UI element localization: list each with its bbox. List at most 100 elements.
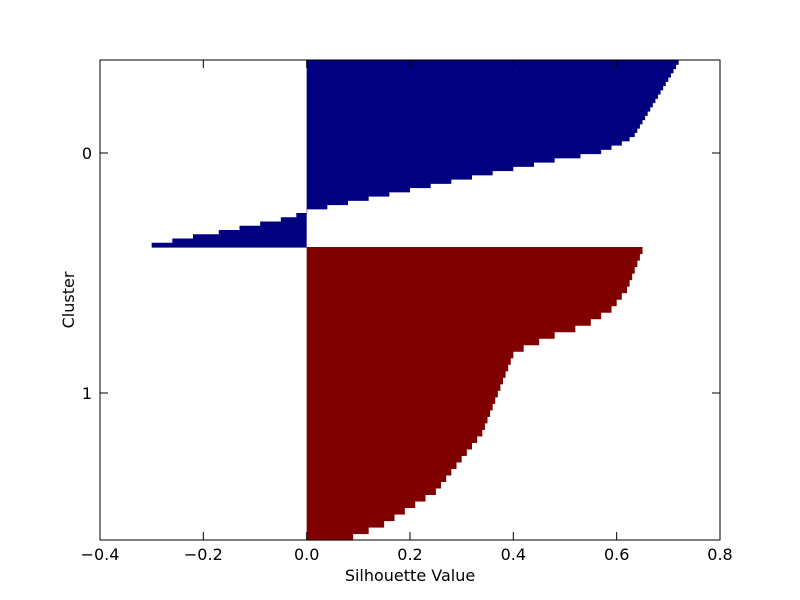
cluster-0-bar: [306, 77, 669, 82]
cluster-1-bar: [306, 357, 511, 365]
x-axis-label: Silhouette Value: [345, 566, 475, 585]
cluster-0-bar: [306, 132, 635, 138]
cluster-0-bar: [306, 174, 472, 180]
cluster-1-bar: [306, 448, 467, 456]
x-tick-label: 0.6: [604, 545, 629, 564]
cluster-1-bar: [306, 318, 591, 326]
cluster-0-bar: [306, 106, 651, 112]
x-tick-label: 0.8: [707, 545, 732, 564]
cluster-0-bar: [306, 94, 658, 99]
cluster-1-bar: [306, 422, 485, 430]
cluster-1-bar: [306, 396, 496, 404]
cluster-0-bar: [306, 136, 630, 142]
cluster-0-bar: [306, 102, 653, 108]
y-tick-labels: 01: [82, 144, 92, 403]
cluster-1-bar: [306, 377, 503, 385]
cluster-0-bar: [306, 204, 328, 210]
cluster-0-bar: [306, 157, 555, 163]
cluster-0-bar: [306, 166, 514, 172]
cluster-1-bar: [306, 266, 635, 274]
cluster-1-bar: [306, 390, 498, 398]
cluster-0-bar: [306, 81, 666, 87]
cluster-0-bar: [280, 217, 307, 223]
cluster-0-bar: [306, 208, 308, 214]
cluster-0-bar: [306, 72, 671, 78]
cluster-1-bar: [306, 494, 426, 502]
cluster-1-bar: [306, 364, 509, 372]
cluster-1-bar: [306, 370, 506, 378]
cluster-1-bar: [306, 507, 405, 515]
cluster-1-bar: [306, 331, 555, 339]
cluster-0-bar: [260, 221, 307, 227]
bars-layer: [151, 60, 679, 541]
cluster-0-bar: [306, 162, 534, 167]
cluster-0-bar: [296, 213, 307, 218]
y-tick-label: 0: [82, 144, 92, 163]
cluster-1-bar: [306, 273, 633, 281]
cluster-1-bar: [306, 312, 602, 320]
cluster-0-bar: [151, 242, 307, 248]
cluster-0-bar: [306, 179, 452, 184]
cluster-0-bar: [306, 89, 661, 95]
cluster-1-bar: [306, 481, 441, 489]
cluster-1-bar: [306, 487, 436, 496]
cluster-0-bar: [306, 153, 581, 159]
x-tick-label: −0.2: [184, 545, 223, 564]
cluster-1-bar: [306, 435, 478, 443]
cluster-0-bar: [218, 230, 307, 235]
cluster-1-bar: [306, 247, 643, 255]
cluster-0-bar: [306, 111, 648, 116]
cluster-1-bar: [306, 513, 395, 522]
x-tick-labels: −0.4 −0.2 0.0 0.2 0.4 0.6 0.8: [81, 545, 733, 564]
cluster-1-bar: [306, 474, 447, 482]
cluster-1-bar: [306, 520, 385, 528]
cluster-0-bar: [172, 238, 307, 244]
cluster-1-bar: [306, 409, 491, 417]
cluster-1-bar: [306, 461, 457, 469]
cluster-1-bar: [306, 325, 576, 333]
cluster-1-bar: [306, 338, 540, 346]
cluster-1-bar: [306, 429, 483, 437]
x-tick-label: −0.4: [81, 545, 120, 564]
cluster-1-bar: [306, 416, 488, 424]
cluster-1-bar: [306, 526, 369, 535]
cluster-1-bar: [306, 403, 493, 411]
cluster-1-bar: [306, 305, 612, 313]
cluster-1-bar: [306, 442, 472, 450]
cluster-0-bar: [306, 85, 664, 91]
cluster-0-bar: [306, 200, 348, 206]
cluster-0-bar: [306, 196, 369, 201]
cluster-0-bar: [306, 60, 679, 65]
x-tick-label: 0.4: [501, 545, 526, 564]
cluster-0-bar: [306, 145, 612, 150]
cluster-1-bar: [306, 468, 452, 476]
cluster-1-bar: [306, 383, 501, 391]
cluster-0-bar: [306, 187, 410, 193]
cluster-1-bar: [306, 351, 514, 359]
x-tick-label: 0.0: [294, 545, 319, 564]
x-tick-label: 0.2: [397, 545, 422, 564]
cluster-0-bar: [193, 234, 307, 240]
cluster-0-bar: [306, 98, 656, 104]
cluster-1-bar: [306, 253, 640, 261]
y-tick-label: 1: [82, 384, 92, 403]
cluster-1-bar: [306, 533, 354, 541]
cluster-0-bar: [306, 170, 493, 176]
cluster-1-bar: [306, 455, 462, 463]
cluster-0-bar: [306, 140, 622, 146]
cluster-0-bar: [306, 119, 643, 125]
cluster-1-bar: [306, 286, 627, 294]
cluster-1-bar: [306, 279, 630, 287]
cluster-0-bar: [306, 123, 640, 129]
cluster-1-bar: [306, 299, 617, 307]
y-axis-label: Cluster: [59, 271, 78, 328]
cluster-1-bar: [306, 260, 638, 268]
cluster-1-bar: [306, 500, 416, 509]
cluster-0-bar: [239, 225, 307, 231]
cluster-1-bar: [306, 292, 622, 300]
cluster-0-bar: [306, 115, 646, 121]
cluster-0-bar: [306, 149, 602, 155]
cluster-0-bar: [306, 68, 674, 74]
